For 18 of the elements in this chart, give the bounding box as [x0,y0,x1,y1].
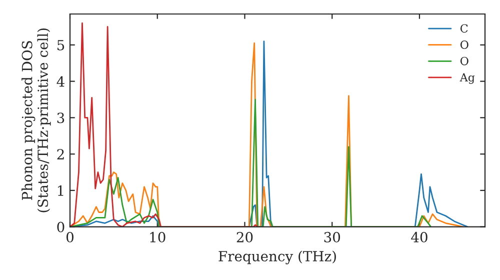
y-tick-label: 1 [58,185,64,196]
y-axis-title: Phonon projected DOS (States/THz·primitive cell) [22,28,51,212]
legend-label: Ag [460,73,475,84]
legend-label: O [460,56,468,66]
y-tick-label: 4 [56,76,64,87]
line-series [70,22,259,227]
y-tick-label: 0 [57,222,64,232]
x-tick-label: 10 [150,232,166,242]
y-tick-label: 5 [57,40,64,50]
legend-label: O [460,40,468,49]
x-axis-title: Frequency (THz) [218,250,336,264]
x-tick-label: 40 [411,232,428,242]
y-tick-label: 2 [57,149,64,160]
y-tick-label: 3 [57,112,64,124]
x-tick-label: 30 [324,232,340,242]
legend-label: C [460,24,468,33]
x-tick-label: 0 [66,232,74,242]
x-tick-label: 20 [236,232,253,242]
